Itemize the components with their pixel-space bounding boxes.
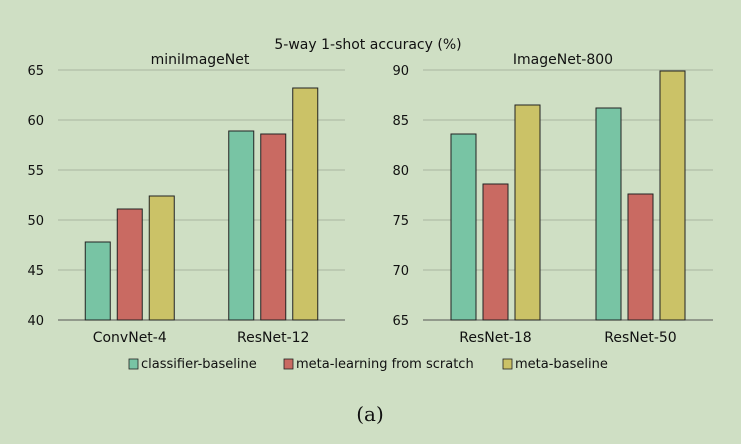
x-tick-label: ResNet-18	[459, 330, 531, 346]
bar-resnet-50-meta-baseline	[659, 70, 686, 321]
y-tick-label: 65	[392, 314, 409, 329]
bar-resnet-18-classifier-baseline	[450, 133, 477, 321]
bar-resnet-12-meta-baseline	[292, 87, 319, 321]
figure-caption: (a)	[356, 402, 384, 426]
chart-miniimagenet: miniImageNet 40 45 50 55 60 65 ConvNet-4 ResNet…	[27, 52, 345, 346]
x-tick-label: ResNet-12	[237, 330, 309, 346]
legend-label: meta-baseline	[515, 357, 608, 372]
chart-title: miniImageNet	[151, 52, 250, 68]
legend: classifier-baseline meta-learning from s…	[128, 357, 608, 372]
y-tick-label: 70	[392, 264, 409, 279]
bar-resnet-12-meta-learning-from-scratch	[260, 133, 287, 321]
bar-convnet-4-classifier-baseline	[84, 241, 111, 321]
y-tick-label: 65	[27, 64, 44, 79]
figure-title: 5-way 1-shot accuracy (%)	[274, 37, 461, 53]
y-tick-label: 90	[392, 64, 409, 79]
legend-swatch-meta-learning-from-scratch	[283, 358, 294, 370]
legend-swatch-classifier-baseline	[128, 358, 139, 370]
y-tick-label: 75	[392, 214, 409, 229]
chart-title: ImageNet-800	[513, 52, 613, 68]
bar-convnet-4-meta-baseline	[148, 195, 175, 321]
bar-convnet-4-meta-learning-from-scratch	[116, 208, 143, 321]
y-tick-label: 50	[27, 214, 44, 229]
chart-imagenet-800: ImageNet-800 65 70 75 80 85 90 ResNet-18 ResNet…	[392, 52, 713, 346]
legend-swatch-meta-baseline	[502, 358, 513, 370]
bar-resnet-50-meta-learning-from-scratch	[627, 193, 654, 321]
x-tick-label: ConvNet-4	[93, 330, 167, 346]
legend-label: classifier-baseline	[141, 357, 257, 372]
bar-resnet-12-classifier-baseline	[228, 130, 255, 321]
bar-resnet-18-meta-baseline	[514, 104, 541, 321]
y-tick-label: 80	[392, 164, 409, 179]
bar-resnet-50-classifier-baseline	[595, 107, 622, 321]
y-tick-label: 85	[392, 114, 409, 129]
y-tick-label: 45	[27, 264, 44, 279]
legend-label: meta-learning from scratch	[296, 357, 474, 372]
y-tick-label: 60	[27, 114, 44, 129]
x-tick-label: ResNet-50	[604, 330, 676, 346]
y-tick-label: 40	[27, 314, 44, 329]
y-tick-label: 55	[27, 164, 44, 179]
bar-resnet-18-meta-learning-from-scratch	[482, 183, 509, 321]
